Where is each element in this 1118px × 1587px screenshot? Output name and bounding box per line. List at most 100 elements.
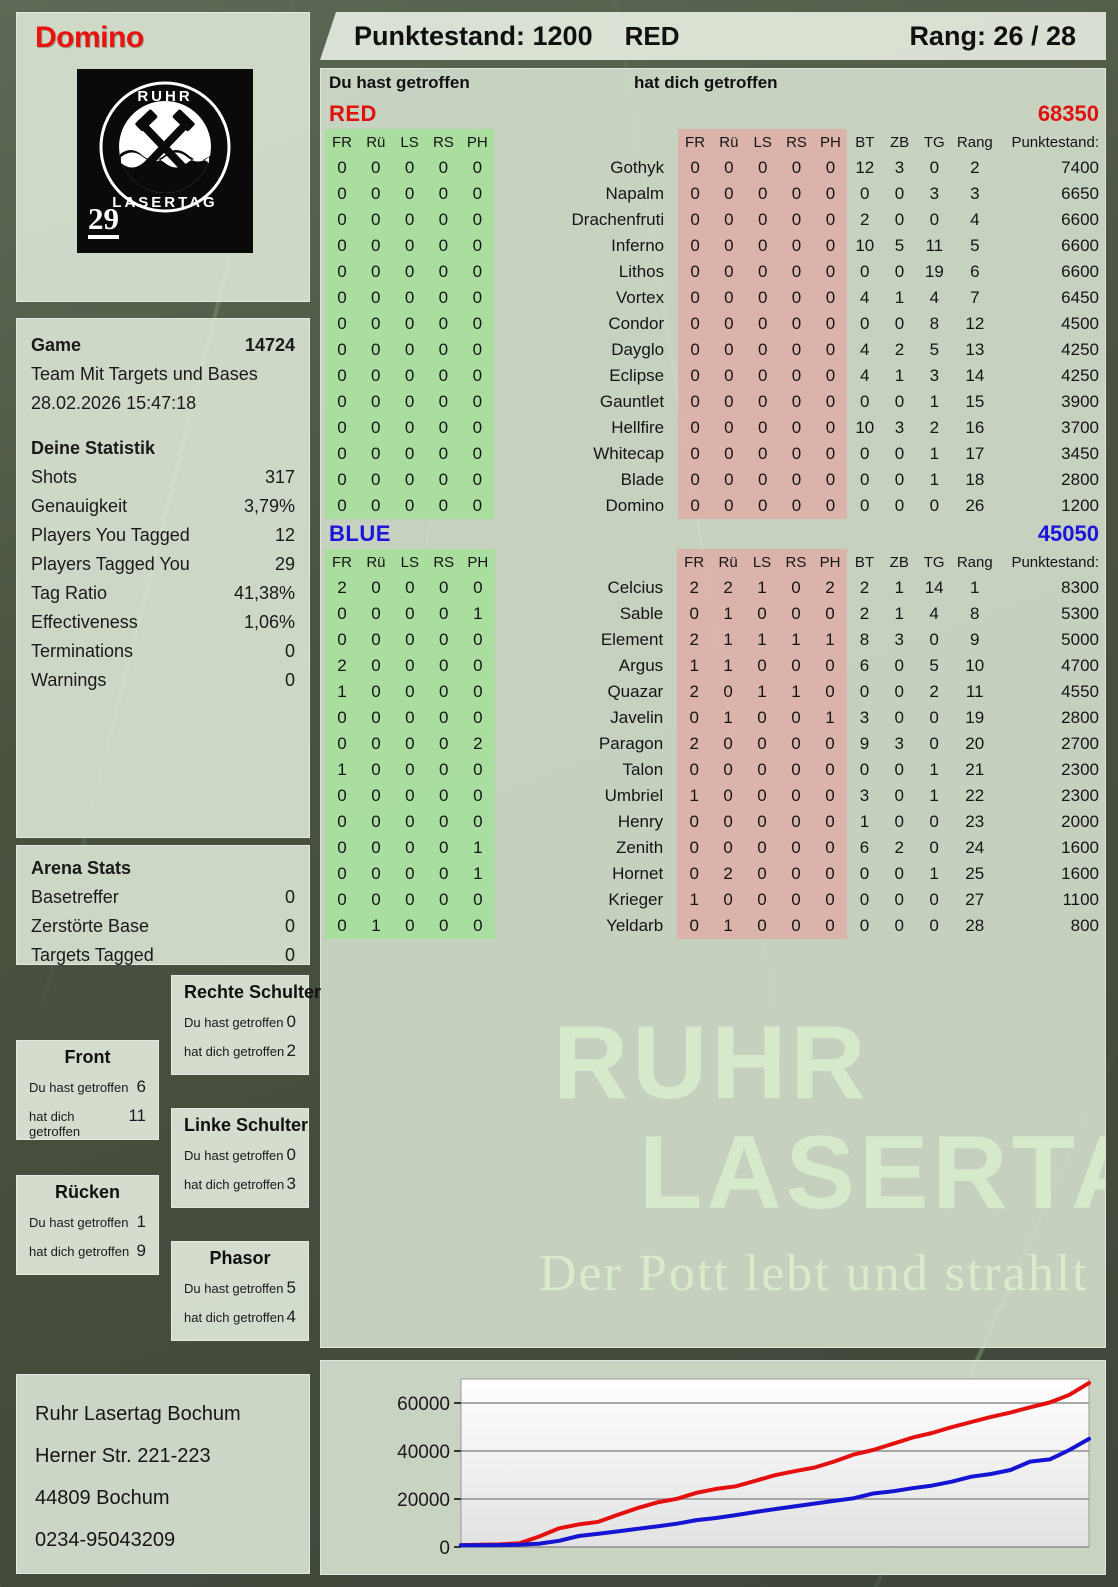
cell-tagged-you: 1 (745, 679, 779, 705)
table-row[interactable]: 0 0 0 0 0 Element 2 1 1 1 1 8 3 0 9 5000 (325, 627, 1105, 653)
table-row[interactable]: 0 0 0 0 0 Drachenfruti 0 0 0 0 0 2 0 0 4 6600 (325, 207, 1105, 233)
cell-you-tagged: 0 (426, 467, 461, 493)
cell-tagged-you: 0 (779, 259, 814, 285)
table-row[interactable]: 0 0 0 0 0 Lithos 0 0 0 0 0 0 0 19 6 6600 (325, 259, 1105, 285)
table-row[interactable]: 0 0 0 0 0 Hellfire 0 0 0 0 0 10 3 2 16 3700 (325, 415, 1105, 441)
cell-player-name: Zenith (615, 838, 664, 857)
table-row[interactable]: 0 0 0 0 0 Umbriel 1 0 0 0 0 3 0 1 22 2300 (325, 783, 1105, 809)
cell-rang: 23 (965, 812, 985, 831)
table-row[interactable]: 0 0 0 0 1 Sable 0 1 0 0 0 2 1 4 8 5300 (325, 601, 1105, 627)
col-header-zb: ZB (889, 133, 910, 151)
cell-tagged-you: 0 (677, 601, 712, 627)
cell-tagged-you: 0 (711, 441, 746, 467)
cell-zb: 3 (894, 418, 905, 437)
table-row[interactable]: 0 0 0 0 1 Hornet 0 2 0 0 0 0 0 1 25 1600 (325, 861, 1105, 887)
table-row[interactable]: 0 0 0 0 0 Javelin 0 1 0 0 1 3 0 0 19 2800 (325, 705, 1105, 731)
hit-zone-you-tagged-row: Du hast getroffen 0 (184, 1012, 296, 1032)
cell-bt: 10 (855, 236, 875, 255)
table-row[interactable]: 0 0 0 0 1 Zenith 0 0 0 0 0 6 2 0 24 1600 (325, 835, 1105, 861)
table-row[interactable]: 0 0 0 0 0 Domino 0 0 0 0 0 0 0 0 26 1200 (325, 493, 1105, 519)
cell-rang: 28 (965, 916, 985, 935)
hit-zone-you-tagged-label: Du hast getroffen (184, 1281, 284, 1296)
cell-tg: 0 (929, 916, 939, 935)
table-row[interactable]: 0 0 0 0 0 Krieger 1 0 0 0 0 0 0 0 27 1100 (325, 887, 1105, 913)
hit-zone-tagged-you-label: hat dich getroffen (184, 1044, 285, 1059)
stat-row: Players Tagged You 29 (31, 550, 295, 579)
cell-you-tagged: 0 (325, 311, 359, 337)
cell-player-name: Inferno (611, 236, 665, 255)
table-row[interactable]: 0 0 0 0 0 Napalm 0 0 0 0 0 0 0 3 3 6650 (325, 181, 1105, 207)
arena-stats-list: Basetreffer 0 Zerstörte Base 0 Targets Tagge… (31, 883, 295, 970)
arena-stat-value: 0 (284, 916, 295, 936)
cell-tg: 1 (929, 470, 940, 489)
cell-bt: 9 (859, 734, 870, 753)
game-mode: Team Mit Targets und Bases (31, 364, 258, 384)
cell-you-tagged: 0 (325, 809, 359, 835)
cell-you-tagged: 0 (460, 757, 495, 783)
cell-you-tagged: 0 (358, 467, 393, 493)
table-row[interactable]: 2 0 0 0 0 Celcius 2 2 1 0 2 2 1 14 1 8300 (325, 575, 1105, 601)
table-row[interactable]: 2 0 0 0 0 Argus 1 1 0 0 0 6 0 5 10 4700 (325, 653, 1105, 679)
cell-score: 3900 (1061, 392, 1099, 411)
table-row[interactable]: 0 0 0 0 0 Gothyk 0 0 0 0 0 12 3 0 2 7400 (325, 155, 1105, 181)
table-row[interactable]: 0 1 0 0 0 Yeldarb 0 1 0 0 0 0 0 0 28 800 (325, 913, 1105, 939)
cell-bt: 0 (860, 184, 870, 203)
cell-you-tagged: 0 (460, 337, 495, 363)
cell-you-tagged: 0 (358, 441, 393, 467)
arena-stat-row: Basetreffer 0 (31, 883, 295, 912)
table-row[interactable]: 0 0 0 0 0 Inferno 0 0 0 0 0 10 5 11 5 6600 (325, 233, 1105, 259)
table-row[interactable]: 0 0 0 0 0 Whitecap 0 0 0 0 0 0 0 1 17 3450 (325, 441, 1105, 467)
table-row[interactable]: 0 0 0 0 2 Paragon 2 0 0 0 0 9 3 0 20 2700 (325, 731, 1105, 757)
table-row[interactable]: 0 0 0 0 0 Vortex 0 0 0 0 0 4 1 4 7 6450 (325, 285, 1105, 311)
table-row[interactable]: 0 0 0 0 0 Gauntlet 0 0 0 0 0 0 0 1 15 3900 (325, 389, 1105, 415)
col-header-tg: TG (923, 553, 945, 571)
cell-tagged-you: 0 (745, 653, 779, 679)
cell-tagged-you: 0 (812, 809, 847, 835)
cell-you-tagged: 0 (392, 705, 427, 731)
stat-row: Terminations 0 (31, 637, 295, 666)
cell-you-tagged: 0 (392, 363, 427, 389)
cell-bt: 0 (860, 496, 870, 515)
cell-you-tagged: 0 (358, 337, 393, 363)
cell-you-tagged: 0 (392, 731, 427, 757)
cell-tagged-you: 0 (779, 181, 814, 207)
chart-line-red (459, 1381, 1091, 1548)
cell-zb: 2 (894, 838, 904, 857)
col-header-player-name (494, 129, 678, 155)
cell-tagged-you: 0 (813, 181, 848, 207)
table-row[interactable]: 0 0 0 0 0 Henry 0 0 0 0 0 1 0 0 23 2000 (325, 809, 1105, 835)
cell-rang: 20 (965, 734, 985, 753)
table-row[interactable]: 0 0 0 0 0 Eclipse 0 0 0 0 0 4 1 3 14 4250 (325, 363, 1105, 389)
cell-zb: 3 (894, 630, 904, 649)
table-row[interactable]: 0 0 0 0 0 Dayglo 0 0 0 0 0 4 2 5 13 4250 (325, 337, 1105, 363)
cell-you-tagged: 0 (426, 441, 461, 467)
cell-player-name: Umbriel (604, 786, 664, 805)
cell-rang: 1 (970, 578, 980, 597)
watermark-slogan: Der Pott lebt und strahlt (539, 1245, 1089, 1302)
cell-tagged-you: 0 (711, 389, 746, 415)
cell-you-tagged: 0 (460, 285, 495, 311)
cell-tagged-you: 2 (677, 731, 712, 757)
hit-zone-tagged-you-row: hat dich getroffen 2 (184, 1041, 296, 1061)
cell-score: 6450 (1061, 288, 1099, 307)
cell-you-tagged: 0 (325, 389, 359, 415)
table-row[interactable]: 1 0 0 0 0 Quazar 2 0 1 1 0 0 0 2 11 4550 (325, 679, 1105, 705)
hit-zone-tagged-you-row: hat dich getroffen 9 (29, 1241, 146, 1261)
cell-you-tagged: 0 (325, 627, 359, 653)
cell-you-tagged: 1 (460, 601, 495, 627)
table-row[interactable]: 0 0 0 0 0 Condor 0 0 0 0 0 0 0 8 12 4500 (325, 311, 1105, 337)
table-row[interactable]: 0 0 0 0 0 Blade 0 0 0 0 0 0 0 1 18 2800 (325, 467, 1105, 493)
cell-tagged-you: 0 (745, 913, 779, 939)
cell-tagged-you: 0 (745, 337, 780, 363)
hit-zone-tagged-you-value: 2 (286, 1041, 296, 1060)
cell-player-name: Henry (617, 812, 664, 831)
cell-score: 1100 (1062, 890, 1099, 909)
table-row[interactable]: 1 0 0 0 0 Talon 0 0 0 0 0 0 0 1 21 2300 (325, 757, 1105, 783)
player-identity-panel: Domino RUHR LASERTAG 29 (16, 12, 310, 302)
cell-you-tagged: 0 (358, 233, 393, 259)
cell-tagged-you: 1 (711, 913, 746, 939)
col-header-them-RS: RS (778, 549, 813, 575)
cell-you-tagged: 0 (325, 887, 359, 913)
cell-rang: 27 (965, 890, 985, 909)
cell-bt: 0 (859, 890, 870, 909)
